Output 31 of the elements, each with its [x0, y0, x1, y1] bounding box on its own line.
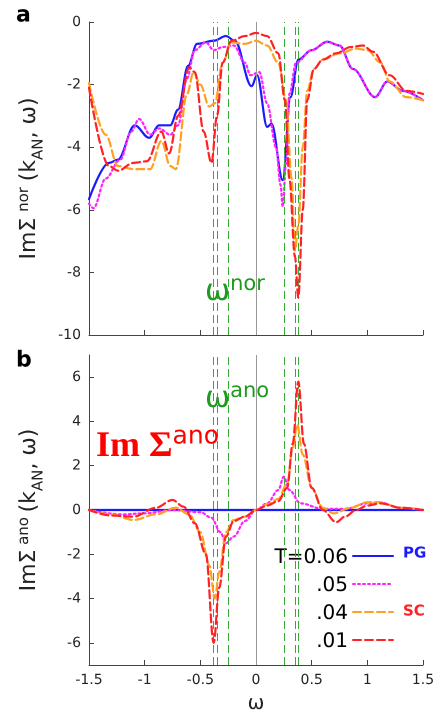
- y-tick-label: -10: [58, 327, 81, 343]
- x-tick-label: -0.5: [186, 672, 214, 688]
- y-tick-label: -2: [67, 546, 81, 562]
- y-axis-title: ImΣano(kAN, ω): [14, 428, 46, 592]
- y-tick-label: -4: [67, 590, 82, 607]
- y-tick-label: 0: [72, 502, 81, 518]
- legend-label: T=0.06: [273, 544, 348, 568]
- legend-label: .04: [316, 600, 348, 624]
- y-tick-label: -2: [67, 76, 81, 93]
- legend-label: .01: [316, 628, 348, 652]
- text: b: [16, 348, 32, 372]
- y-tick-label: -6: [67, 202, 82, 218]
- x-tick-label: 1: [362, 672, 372, 688]
- y-tick-label: 6: [72, 369, 82, 386]
- y-tick-label: -8: [67, 264, 81, 280]
- x-tick-label: 0: [252, 672, 260, 688]
- legend-label: .05: [316, 572, 348, 596]
- annotation: SC: [403, 602, 425, 620]
- x-tick-label: 1.5: [412, 672, 434, 688]
- x-axis-title: ω: [248, 690, 264, 713]
- y-tick-label: 4: [72, 413, 82, 430]
- x-tick-label: -1.5: [75, 672, 103, 688]
- annotation: PG: [403, 544, 426, 562]
- x-tick-label: -1: [138, 672, 152, 688]
- x-tick-label: 0.5: [300, 672, 323, 688]
- y-tick-label: 2: [72, 458, 81, 474]
- y-tick-label: -4: [67, 139, 82, 156]
- y-axis-title: ImΣnor(kAN, ω): [14, 97, 46, 260]
- text: a: [16, 2, 31, 28]
- y-tick-label: -6: [67, 634, 82, 651]
- y-tick-label: 0: [72, 14, 81, 30]
